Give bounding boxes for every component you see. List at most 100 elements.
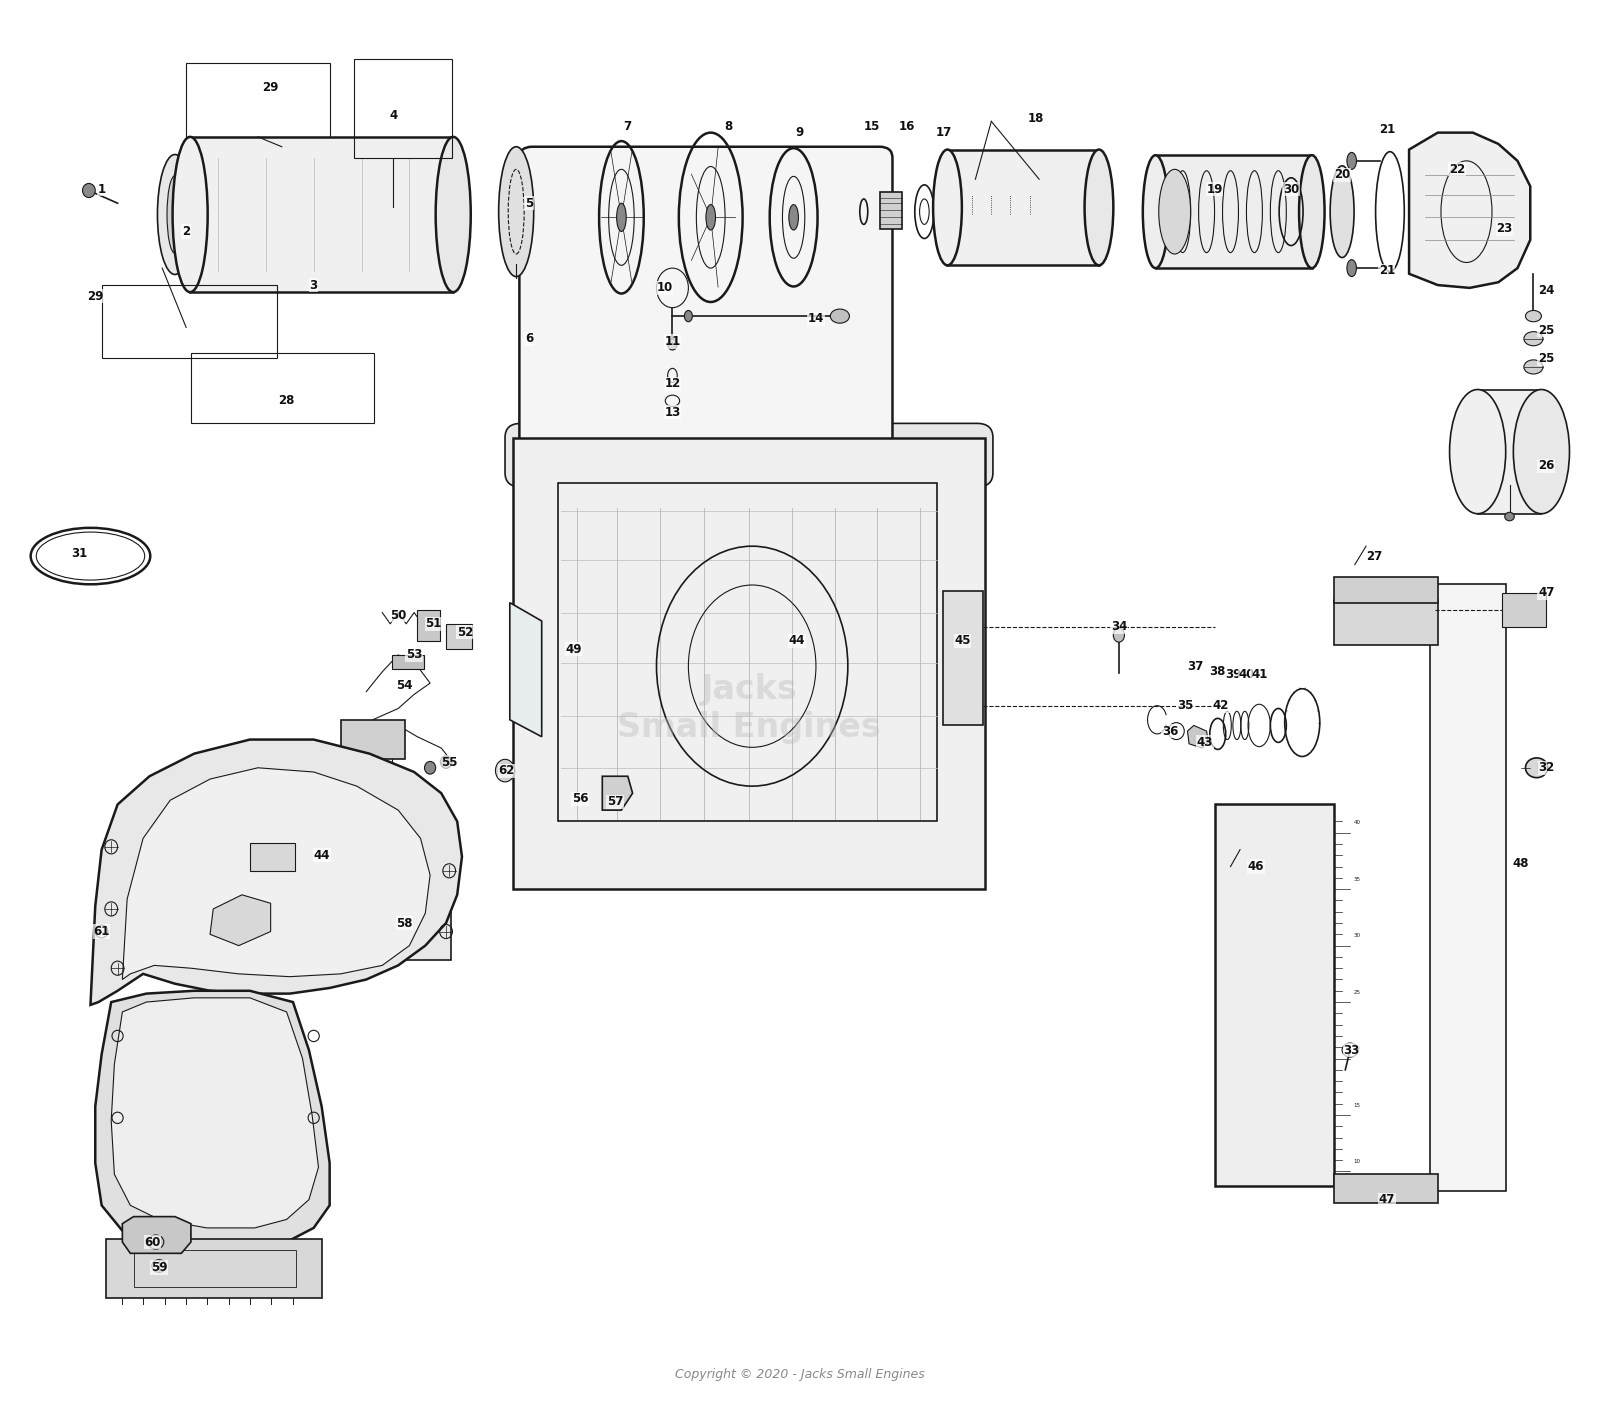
Text: 61: 61 [93,925,110,938]
Bar [1214,805,1334,1186]
Text: 24: 24 [1538,285,1554,298]
Polygon shape [510,602,542,737]
Ellipse shape [616,203,626,231]
Text: 27: 27 [1366,550,1382,563]
Bar [1334,599,1438,645]
Bar [1334,1175,1438,1203]
Bar [880,191,902,228]
Text: 18: 18 [1027,112,1045,125]
Text: 11: 11 [664,334,680,349]
Ellipse shape [424,761,435,774]
Text: 45: 45 [954,635,971,648]
Text: 7: 7 [624,120,632,133]
Text: 25: 25 [1538,351,1554,366]
Text: Jacks
Small Engines: Jacks Small Engines [618,673,882,744]
Ellipse shape [440,755,451,768]
Bar [1430,584,1506,1192]
Bar [190,137,453,292]
Text: 28: 28 [278,394,294,407]
Ellipse shape [1085,150,1114,265]
Polygon shape [1410,133,1530,288]
Bar [107,1240,322,1298]
Text: 47: 47 [1379,1193,1395,1206]
Text: 56: 56 [571,792,589,805]
Text: 26: 26 [1538,459,1554,472]
Ellipse shape [157,154,192,275]
Bar [392,655,424,669]
Ellipse shape [499,147,534,276]
Text: 36: 36 [1162,724,1178,738]
Text: 46: 46 [1248,860,1264,873]
Ellipse shape [1158,169,1190,254]
Text: 17: 17 [936,126,952,139]
Text: 58: 58 [397,917,413,930]
Bar [341,720,405,760]
Text: 48: 48 [1512,857,1530,870]
Text: 49: 49 [565,643,582,656]
Text: 31: 31 [70,547,88,560]
Ellipse shape [667,339,677,350]
Text: 62: 62 [499,764,515,777]
Text: 8: 8 [725,120,733,133]
Text: 35: 35 [1354,877,1360,881]
Text: 37: 37 [1187,660,1203,673]
Text: 60: 60 [144,1236,162,1248]
Text: 1: 1 [98,183,106,196]
Text: 40: 40 [1354,820,1360,825]
Text: 30: 30 [1283,183,1299,196]
Bar [446,623,472,649]
Text: 9: 9 [795,126,805,139]
Text: 52: 52 [458,626,474,639]
Ellipse shape [1347,259,1357,276]
Polygon shape [602,777,632,811]
Ellipse shape [685,310,693,322]
Bar [514,438,986,888]
Ellipse shape [1523,360,1542,374]
Text: 44: 44 [314,849,330,862]
Text: 40: 40 [1238,669,1254,682]
Text: 30: 30 [1354,934,1360,938]
Bar [944,591,984,726]
Ellipse shape [83,183,96,197]
Text: 32: 32 [1538,761,1554,774]
Text: 20: 20 [1334,169,1350,181]
Ellipse shape [933,150,962,265]
Ellipse shape [1450,390,1506,514]
Polygon shape [91,740,462,1005]
Text: 10: 10 [1354,1159,1360,1163]
Text: 34: 34 [1110,621,1126,633]
Polygon shape [110,998,318,1229]
Text: 25: 25 [1354,989,1360,995]
Text: 20: 20 [1354,1046,1360,1051]
Text: 35: 35 [1178,699,1194,713]
Text: 5: 5 [525,197,533,210]
Text: 47: 47 [1538,587,1554,599]
Polygon shape [96,990,330,1248]
Ellipse shape [1114,628,1125,642]
Text: 21: 21 [1379,123,1395,136]
Ellipse shape [1347,153,1357,169]
Polygon shape [122,1217,190,1253]
Text: 44: 44 [789,635,805,648]
Text: 3: 3 [310,279,318,292]
Polygon shape [122,768,430,979]
Text: 6: 6 [525,332,533,346]
Bar [133,1250,296,1287]
Text: 41: 41 [1251,669,1267,682]
Bar [190,353,374,424]
Text: 29: 29 [262,81,278,94]
Text: 59: 59 [150,1261,168,1274]
FancyBboxPatch shape [520,147,893,452]
Text: 2: 2 [182,225,190,238]
Ellipse shape [1504,513,1514,521]
Polygon shape [210,894,270,945]
Bar [354,60,453,159]
Ellipse shape [1525,758,1547,778]
Bar [1478,390,1541,514]
Bar [102,285,277,359]
Text: 39: 39 [1226,669,1242,682]
Text: 13: 13 [664,405,680,418]
Text: 53: 53 [406,649,422,662]
Text: 50: 50 [390,609,406,622]
Text: 55: 55 [442,755,458,768]
